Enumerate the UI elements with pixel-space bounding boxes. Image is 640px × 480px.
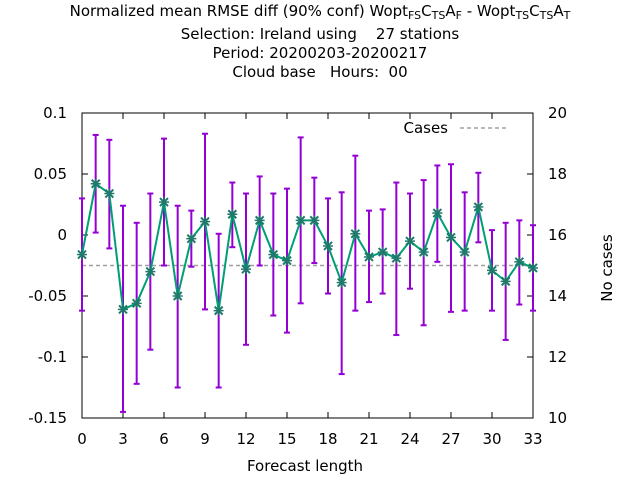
data-point bbox=[90, 178, 101, 189]
x-tick-label: 12 bbox=[236, 430, 255, 448]
x-tick-label: 24 bbox=[400, 430, 419, 448]
title-subscript-part: TS bbox=[515, 9, 530, 22]
data-point bbox=[254, 215, 265, 226]
y-tick-label: 0.1 bbox=[43, 104, 67, 122]
data-point bbox=[77, 249, 87, 260]
title-subscript-part: TS bbox=[431, 9, 446, 22]
data-point bbox=[377, 247, 388, 258]
title-line-4: Cloud base Hours: 00 bbox=[232, 63, 408, 81]
tick-labels: 0 3 6 9 12 15 18 21 24 27 30 33 0.1 0.05 0 -0.05 -0.1 -0.… bbox=[28, 104, 567, 448]
title-line-3: Period: 20200203-20200217 bbox=[212, 44, 428, 62]
data-point bbox=[145, 266, 156, 277]
data-point bbox=[227, 209, 238, 220]
data-point bbox=[350, 228, 361, 239]
y-tick-label: -0.05 bbox=[28, 287, 67, 305]
y2-axis-label: No cases bbox=[598, 234, 616, 302]
data-point bbox=[432, 208, 443, 219]
title-subscript-part: C bbox=[529, 2, 540, 20]
data-point bbox=[500, 276, 511, 287]
x-tick-label: 3 bbox=[118, 430, 128, 448]
y-tick-label: -0.1 bbox=[38, 348, 67, 366]
title-subscript-part: A bbox=[553, 2, 564, 20]
error-bars bbox=[79, 132, 536, 413]
data-point bbox=[473, 201, 484, 212]
data-point bbox=[418, 247, 429, 258]
data-point bbox=[172, 291, 183, 301]
x-tick-label: 9 bbox=[200, 430, 210, 448]
x-tick-label: 33 bbox=[523, 430, 542, 448]
title-line-2: Selection: Ireland using 27 stations bbox=[180, 25, 460, 43]
chart-title: Normalized mean RMSE diff (90% conf) Wop… bbox=[0, 2, 640, 82]
data-point bbox=[104, 188, 115, 199]
legend: Cases bbox=[403, 119, 506, 137]
data-point bbox=[186, 233, 197, 244]
data-point bbox=[487, 265, 497, 276]
x-tick-label: 18 bbox=[318, 430, 337, 448]
title-subscript-part: FS bbox=[408, 9, 422, 22]
data-point bbox=[528, 262, 538, 273]
title-subscript-part: TS bbox=[539, 9, 554, 22]
data-point bbox=[446, 232, 456, 243]
data-point bbox=[514, 256, 525, 267]
data-point bbox=[323, 240, 333, 251]
data-point bbox=[295, 215, 306, 226]
y-tick-label: 0 bbox=[57, 226, 67, 244]
x-axis-label: Forecast length bbox=[247, 457, 363, 475]
x-tick-label: 27 bbox=[441, 430, 460, 448]
legend-label-cases: Cases bbox=[403, 119, 448, 137]
data-point bbox=[159, 197, 169, 208]
y2-tick-label: 12 bbox=[548, 348, 567, 366]
y2-tick-label: 16 bbox=[548, 226, 567, 244]
title-subscript-group-2: TSCTSAT bbox=[515, 2, 571, 22]
data-point bbox=[118, 304, 128, 315]
mean-series bbox=[77, 178, 538, 316]
y-tick-label: 0.05 bbox=[34, 165, 67, 183]
y2-tick-label: 18 bbox=[548, 165, 567, 183]
data-point bbox=[405, 236, 415, 247]
title-subscript-part: F bbox=[455, 9, 462, 22]
y2-tick-label: 14 bbox=[548, 287, 567, 305]
title-subscript-part: C bbox=[421, 2, 432, 20]
y-tick-label: -0.15 bbox=[28, 409, 67, 427]
x-tick-label: 21 bbox=[359, 430, 378, 448]
series-line bbox=[81, 182, 534, 311]
x-tick-label: 0 bbox=[77, 430, 87, 448]
data-point bbox=[336, 277, 347, 288]
data-point bbox=[241, 264, 251, 275]
data-point bbox=[131, 298, 142, 309]
data-point bbox=[391, 253, 402, 264]
title-subscript-group-1: FSCTSAF bbox=[408, 2, 462, 22]
x-tick-label: 15 bbox=[277, 430, 296, 448]
data-point bbox=[459, 247, 470, 258]
title-subscript-part: A bbox=[445, 2, 456, 20]
data-point bbox=[200, 216, 210, 227]
data-point bbox=[282, 255, 292, 266]
data-point bbox=[309, 215, 320, 226]
x-tick-label: 30 bbox=[482, 430, 501, 448]
y2-tick-label: 10 bbox=[548, 409, 567, 427]
x-tick-label: 6 bbox=[159, 430, 169, 448]
data-point bbox=[213, 305, 224, 316]
data-point bbox=[268, 249, 279, 260]
y2-tick-label: 20 bbox=[548, 104, 567, 122]
title-line-1: Normalized mean RMSE diff (90% conf) Wop… bbox=[69, 2, 571, 22]
title-subscript-part: T bbox=[563, 9, 571, 22]
data-point bbox=[364, 251, 374, 262]
